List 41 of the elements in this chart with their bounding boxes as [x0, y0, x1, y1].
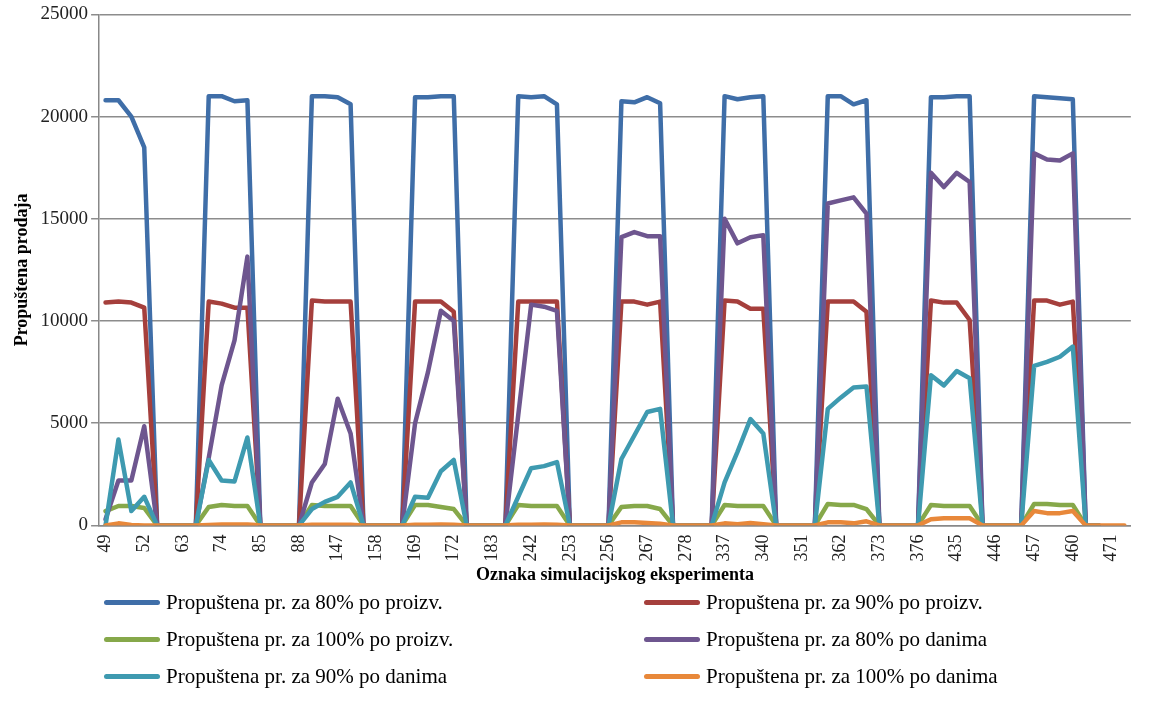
x-tick-label: 337 [713, 534, 734, 562]
x-tick-label: 376 [906, 534, 927, 562]
x-tick-label: 74 [210, 534, 231, 553]
legend-label: Propuštena pr. za 100% po proizv. [166, 627, 454, 652]
x-tick-label: 256 [597, 534, 618, 562]
x-tick-label: 183 [481, 534, 502, 562]
y-tick-label: 0 [78, 513, 89, 535]
legend-label: Propuštena pr. za 80% po proizv. [166, 590, 443, 615]
x-tick-label: 158 [365, 534, 386, 562]
x-tick-label: 85 [249, 534, 270, 553]
y-tick-label: 5000 [50, 411, 89, 433]
x-axis-title: Oznaka simulacijskog eksperimenta [475, 563, 754, 584]
legend-label: Propuštena pr. za 90% po proizv. [706, 590, 983, 615]
x-tick-label: 373 [868, 534, 889, 562]
x-tick-label: 446 [984, 534, 1005, 562]
legend-label: Propuštena pr. za 90% po danima [166, 664, 448, 689]
y-axis-title: Propuštena prodaja [11, 193, 32, 347]
legend-label: Propuštena pr. za 80% po danima [706, 627, 988, 652]
x-tick-label: 267 [635, 534, 656, 562]
y-tick-label: 10000 [40, 308, 89, 330]
x-tick-label: 457 [1022, 534, 1043, 562]
x-tick-label: 242 [519, 534, 540, 562]
x-tick-label: 253 [558, 534, 579, 562]
y-tick-label: 25000 [40, 2, 89, 24]
x-tick-label: 88 [287, 534, 308, 553]
x-tick-label: 147 [326, 534, 347, 562]
legend-label: Propuštena pr. za 100% po danima [706, 664, 998, 689]
x-tick-label: 362 [829, 534, 850, 562]
y-tick-label: 20000 [40, 104, 89, 126]
x-tick-label: 49 [94, 534, 115, 553]
x-tick-label: 52 [132, 534, 153, 553]
x-tick-label: 169 [403, 534, 424, 562]
x-tick-label: 471 [1100, 534, 1121, 562]
x-tick-label: 278 [674, 534, 695, 562]
x-tick-label: 351 [790, 534, 811, 562]
y-tick-label: 15000 [40, 206, 89, 228]
x-tick-label: 460 [1061, 534, 1082, 562]
x-tick-label: 435 [945, 534, 966, 562]
x-tick-label: 63 [171, 534, 192, 553]
x-tick-label: 172 [442, 534, 463, 562]
x-tick-label: 340 [752, 534, 773, 562]
